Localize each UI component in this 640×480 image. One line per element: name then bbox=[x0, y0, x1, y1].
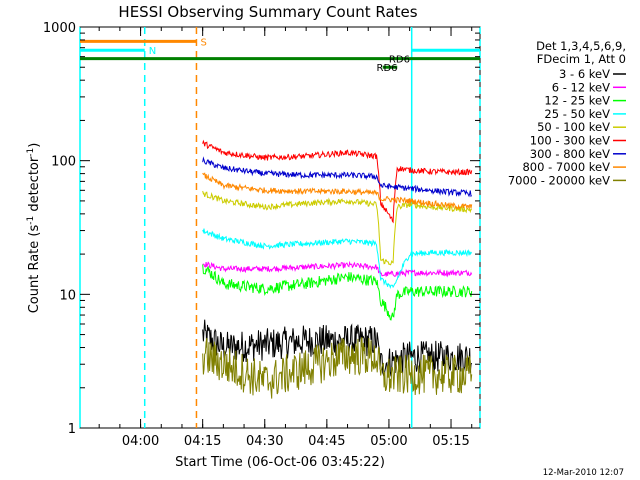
segment-label: N bbox=[149, 46, 156, 57]
legend-entry-label: 300 - 800 keV bbox=[530, 147, 610, 161]
segment-label: RD6 bbox=[389, 55, 410, 66]
series-line bbox=[202, 228, 473, 290]
x-tick-label: 04:15 bbox=[184, 434, 221, 449]
x-tick-label: 05:15 bbox=[432, 434, 469, 449]
legend-entry-label: 3 - 6 keV bbox=[559, 67, 610, 81]
legend-entry-label: 25 - 50 keV bbox=[544, 107, 610, 121]
series-line bbox=[202, 139, 473, 224]
series-line bbox=[202, 264, 473, 321]
legend-header-line-1: Det 1,3,4,5,6,9, bbox=[536, 39, 626, 53]
series-line bbox=[202, 172, 473, 210]
legend-entry-label: 800 - 7000 keV bbox=[522, 160, 610, 174]
y-axis: 1 10 100 1000 bbox=[43, 21, 480, 437]
series-line bbox=[202, 190, 473, 266]
y-tick-label: 10 bbox=[59, 288, 76, 303]
legend-header-line-2: FDecim 1, Att 0 bbox=[537, 52, 626, 66]
series-line bbox=[202, 319, 473, 377]
x-axis: 04:00 04:15 04:30 04:45 05:00 05:15 bbox=[98, 27, 473, 449]
y-axis-label: Count Rate (s-1 detector-1) bbox=[26, 143, 42, 314]
series-line bbox=[202, 156, 473, 198]
legend-entry-label: 6 - 12 keV bbox=[552, 80, 610, 94]
series-line bbox=[202, 260, 473, 278]
x-tick-label: 04:00 bbox=[122, 434, 159, 449]
segment-label: S bbox=[200, 37, 206, 48]
legend: Det 1,3,4,5,6,9, FDecim 1, Att 0 3 - 6 k… bbox=[508, 39, 626, 187]
y-tick-label: 1000 bbox=[43, 21, 76, 36]
x-tick-label: 04:45 bbox=[308, 434, 345, 449]
legend-entry-label: 7000 - 20000 keV bbox=[508, 173, 610, 187]
x-axis-label: Start Time (06-Oct-06 03:45:22) bbox=[175, 455, 385, 470]
segment-label: RD6 bbox=[377, 63, 398, 74]
legend-entry-label: 12 - 25 keV bbox=[544, 94, 610, 108]
legend-entry-label: 50 - 100 keV bbox=[537, 120, 610, 134]
chart-title: HESSI Observing Summary Count Rates bbox=[118, 3, 417, 21]
x-tick-label: 05:00 bbox=[370, 434, 407, 449]
y-tick-label: 100 bbox=[51, 155, 76, 170]
y-tick-label: 1 bbox=[68, 422, 76, 437]
series-line bbox=[202, 337, 473, 399]
legend-entry-label: 100 - 300 keV bbox=[530, 134, 610, 148]
footer-timestamp: 12-Mar-2010 12:07 bbox=[543, 468, 624, 478]
x-tick-label: 04:30 bbox=[246, 434, 283, 449]
